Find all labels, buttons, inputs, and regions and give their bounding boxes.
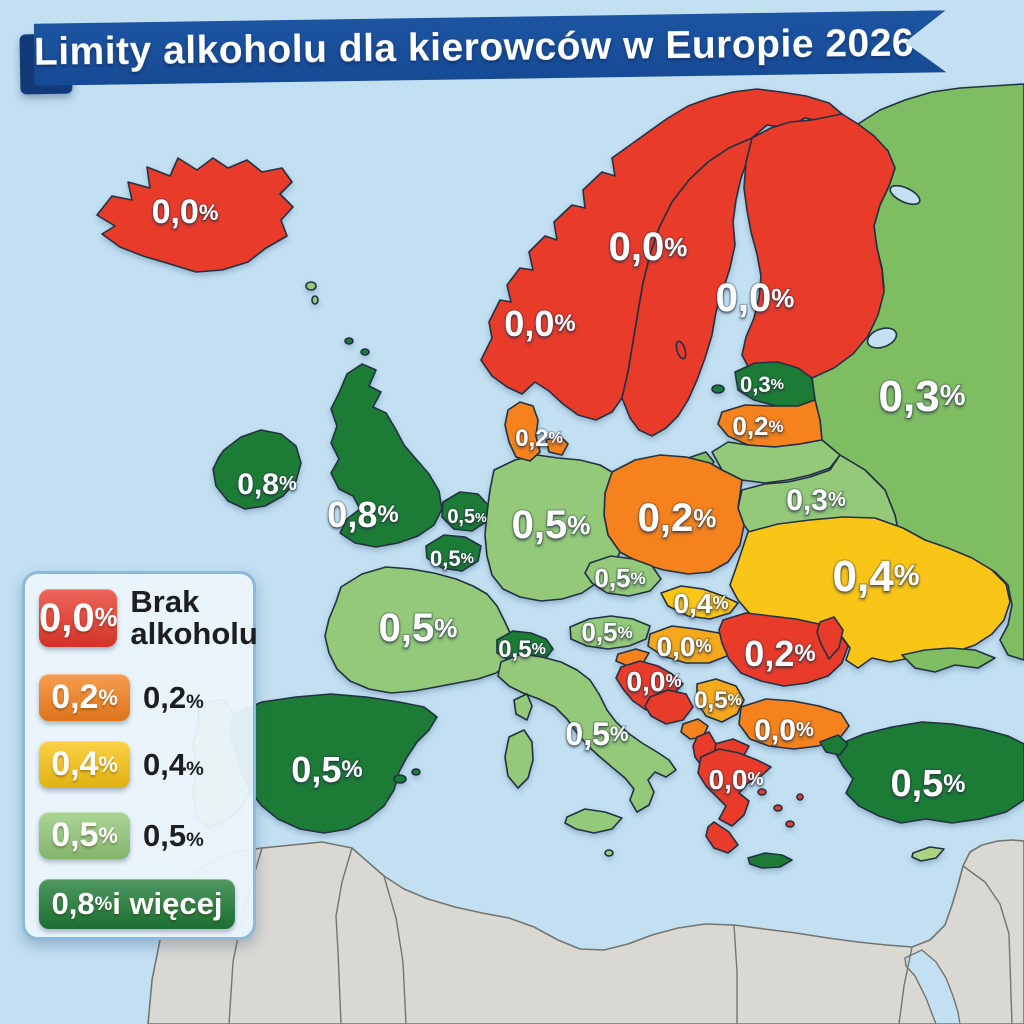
island-gotland — [675, 340, 687, 360]
lake-1 — [889, 184, 921, 206]
map-label-latvia: 0,2% — [732, 411, 783, 441]
lake-ladoga — [866, 327, 898, 349]
country-greece — [697, 748, 772, 827]
country-faroe-2 — [311, 295, 319, 305]
aegean-island-3 — [785, 820, 795, 828]
island-corsica — [513, 693, 533, 721]
legend-row-limit-0-4: 0,4% 0,4% — [39, 741, 243, 789]
region-africa-middleeast — [147, 839, 1024, 1024]
country-finland — [741, 113, 896, 384]
map-label-czechia: 0,5% — [594, 563, 645, 593]
aegean-island-4 — [796, 793, 804, 801]
legend-label-limit-0-0: Brak alkoholu — [130, 584, 258, 652]
aegean-island-2 — [773, 804, 783, 812]
country-belgium — [425, 534, 482, 572]
legend-row-limit-0-0: 0,0% Brak alkoholu — [39, 585, 258, 650]
country-crete — [747, 852, 793, 869]
country-netherlands — [441, 491, 489, 532]
country-united-kingdom — [330, 363, 443, 548]
map-label-united-kingdom: 0,8% — [327, 494, 398, 535]
map-label-iceland: 0,0% — [152, 193, 219, 231]
uk-isles-2 — [360, 348, 370, 356]
country-czechia — [584, 555, 662, 597]
map-label-turkey: 0,5% — [890, 763, 965, 805]
map-label-denmark: 0,2% — [515, 425, 563, 452]
country-france — [324, 566, 518, 694]
country-denmark — [504, 401, 541, 462]
legend-badge-limit-0-2: 0,2% — [39, 674, 130, 722]
red-sea — [904, 949, 961, 1024]
aegean-island-1 — [757, 788, 767, 796]
map-label-hungary: 0,0% — [657, 631, 712, 662]
nodata-landmass — [147, 839, 1024, 1024]
legend-label-limit-0-5: 0,5% — [143, 817, 204, 853]
legend-row-limit-0-2: 0,2% 0,2% — [39, 674, 243, 722]
map-label-italy: 0,5% — [565, 716, 628, 752]
island-malta — [604, 849, 614, 857]
map-label-slovakia: 0,4% — [674, 588, 729, 619]
country-switzerland — [496, 630, 554, 664]
country-turkey — [835, 721, 1024, 824]
map-label-estonia: 0,3% — [740, 372, 784, 397]
countries — [96, 83, 1024, 869]
country-serbia — [696, 678, 745, 723]
legend-row-limit-0-8: 0,8% i więcej — [39, 879, 243, 930]
country-romania — [718, 612, 849, 687]
island-sicily — [564, 808, 623, 834]
map-label-norway: 0,0% — [504, 303, 575, 344]
country-italy — [497, 653, 677, 813]
island-sardinia — [504, 729, 534, 789]
country-sweden — [621, 137, 753, 437]
legend-badge-limit-0-4: 0,4% — [39, 741, 130, 789]
map-label-germany: 0,5% — [512, 503, 591, 547]
map-labels: 0,0% 0,0% 0,0% 0,0% 0,3% 0,2% 0,3% 0,8% 0,8% 0,2%… — [150, 192, 967, 807]
greece-peloponnese — [705, 821, 739, 854]
map-label-belarus: 0,3% — [786, 484, 846, 517]
legend-badge-limit-0-0: 0,0% — [39, 589, 118, 648]
map-label-netherlands: 0,5% — [447, 506, 487, 528]
country-austria — [569, 615, 651, 650]
country-cyprus — [911, 846, 945, 862]
legend-label-limit-0-2: 0,2% — [143, 679, 204, 715]
africa-borders — [228, 847, 1013, 1024]
country-faroe — [305, 281, 317, 291]
map-label-poland: 0,2% — [638, 496, 717, 540]
country-moldova — [816, 616, 844, 660]
island-balearic-1 — [393, 774, 407, 784]
denmark-island — [545, 435, 569, 456]
legend-badge-limit-0-5: 0,5% — [39, 812, 130, 860]
page-title: Limity alkoholu dla kierowców w Europie … — [33, 21, 915, 74]
country-bosnia — [644, 689, 694, 725]
map-label-russia: 0,3% — [879, 372, 966, 421]
map-label-belgium: 0,5% — [430, 546, 474, 571]
country-norway — [480, 88, 843, 421]
map-label-switzerland: 0,5% — [498, 636, 546, 663]
map-label-croatia: 0,0% — [627, 666, 682, 697]
legend-panel: 0,0% Brak alkoholu 0,2% 0,2% 0,4% 0,4% 0,5% 0,5%… — [22, 571, 258, 940]
map-label-spain: 0,5% — [291, 749, 362, 790]
turkey-thrace — [819, 734, 849, 756]
map-label-bulgaria: 0,0% — [754, 714, 814, 747]
country-crimea — [901, 647, 996, 673]
map-label-greece: 0,0% — [709, 764, 764, 795]
map-label-serbia: 0,5% — [694, 687, 742, 714]
map-label-finland: 0,0% — [716, 276, 795, 320]
map-label-romania: 0,2% — [744, 633, 815, 674]
country-iceland — [96, 157, 294, 273]
legend-row-limit-0-5: 0,5% 0,5% — [39, 812, 243, 860]
legend-label-limit-0-4: 0,4% — [143, 746, 204, 782]
legend-badge-limit-0-8: 0,8% i więcej — [39, 879, 235, 930]
uk-isles-1 — [344, 337, 354, 345]
island-balearic-2 — [411, 768, 421, 776]
map-label-austria: 0,5% — [581, 617, 632, 647]
country-slovakia — [660, 585, 739, 620]
map-label-france: 0,5% — [379, 606, 458, 650]
estonia-islands — [711, 384, 725, 394]
country-ireland — [212, 429, 302, 510]
map-label-ireland: 0,8% — [237, 468, 297, 501]
map-label-sweden: 0,0% — [609, 225, 688, 269]
map-label-ukraine: 0,4% — [833, 552, 920, 601]
